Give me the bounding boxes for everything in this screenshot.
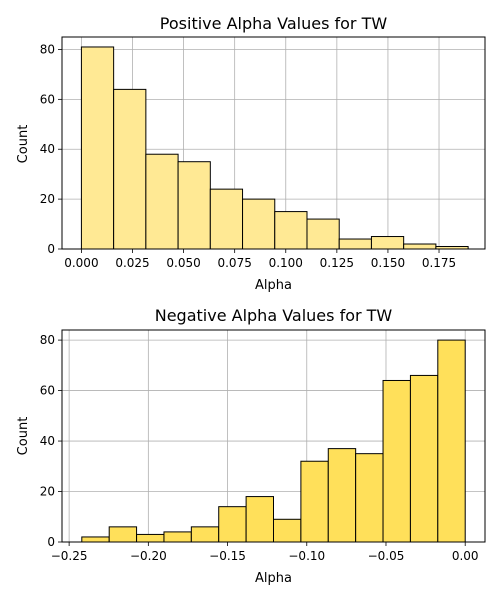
histogram-bar	[218, 506, 247, 543]
y-tick-label: 20	[40, 192, 55, 206]
x-tick-label: 0.00	[452, 549, 479, 563]
x-tick-label: 0.125	[320, 256, 354, 270]
y-tick-label: 80	[40, 42, 55, 56]
y-ticks: 0 20 40 60 80	[40, 42, 62, 256]
x-axis-label: Alpha	[255, 278, 292, 293]
y-tick-label: 60	[40, 92, 55, 106]
bars	[81, 339, 466, 543]
bars	[80, 46, 469, 250]
y-tick-label: 40	[40, 142, 55, 156]
histogram-bar	[409, 374, 439, 543]
y-axis-label: Count	[16, 125, 31, 164]
histogram-bar	[136, 533, 165, 543]
x-axis-label: Alpha	[255, 571, 292, 586]
chart-title: Negative Alpha Values for TW	[155, 306, 393, 325]
x-ticks: −0.25 −0.20 −0.15 −0.10 −0.05 0.00	[51, 542, 479, 563]
y-axis-label: Count	[16, 417, 31, 456]
positive-alpha-histogram: Positive Alpha Values for TW 0.000 0.025 0…	[16, 14, 486, 293]
negative-alpha-histogram: Negative Alpha Values for TW −0.25 −0.20−…	[16, 306, 486, 586]
histogram-bar	[108, 526, 138, 543]
x-ticks: 0.000 0.025 0.050 0.075 0.100 0.125 0.150 0.175	[64, 249, 456, 270]
histogram-bar	[300, 460, 329, 543]
x-tick-label: 0.150	[371, 256, 405, 270]
histogram-bar	[163, 531, 192, 543]
histogram-bar	[382, 379, 411, 543]
x-tick-label: 0.050	[166, 256, 200, 270]
histogram-bar	[355, 453, 384, 543]
x-tick-label: 0.075	[217, 256, 251, 270]
x-tick-label: −0.10	[288, 549, 325, 563]
x-tick-label: 0.025	[115, 256, 149, 270]
histogram-bar	[190, 526, 220, 543]
y-ticks: 0 20 40 60 80	[40, 333, 62, 549]
y-tick-label: 80	[40, 333, 55, 347]
x-tick-label: −0.20	[130, 549, 167, 563]
histogram-bar	[113, 88, 147, 250]
x-tick-label: −0.25	[51, 549, 88, 563]
plot-frame	[61, 329, 486, 543]
histogram-bar	[242, 198, 276, 250]
histogram-bar	[338, 238, 372, 250]
plot-frame	[61, 36, 486, 250]
histogram-bar	[437, 339, 466, 543]
x-tick-label: 0.175	[422, 256, 456, 270]
y-tick-label: 0	[47, 242, 55, 256]
x-tick-label: −0.15	[209, 549, 246, 563]
histogram-bar	[403, 243, 437, 250]
y-tick-label: 40	[40, 434, 55, 448]
histogram-bar	[327, 448, 357, 543]
histogram-bar	[177, 161, 211, 250]
x-tick-label: 0.100	[269, 256, 303, 270]
y-tick-label: 20	[40, 485, 55, 499]
histogram-bar	[245, 496, 274, 543]
chart-title: Positive Alpha Values for TW	[160, 14, 388, 33]
histogram-bar	[273, 518, 302, 543]
histogram-bar	[306, 218, 340, 250]
histogram-bar	[81, 536, 110, 543]
y-tick-label: 0	[47, 535, 55, 549]
x-tick-label: −0.05	[368, 549, 405, 563]
histogram-bar	[209, 188, 244, 250]
y-tick-label: 60	[40, 384, 55, 398]
x-tick-label: 0.000	[64, 256, 98, 270]
histogram-bar	[80, 46, 115, 250]
histogram-bar	[370, 236, 405, 250]
histogram-bar	[274, 211, 308, 250]
histogram-bar	[145, 153, 179, 250]
